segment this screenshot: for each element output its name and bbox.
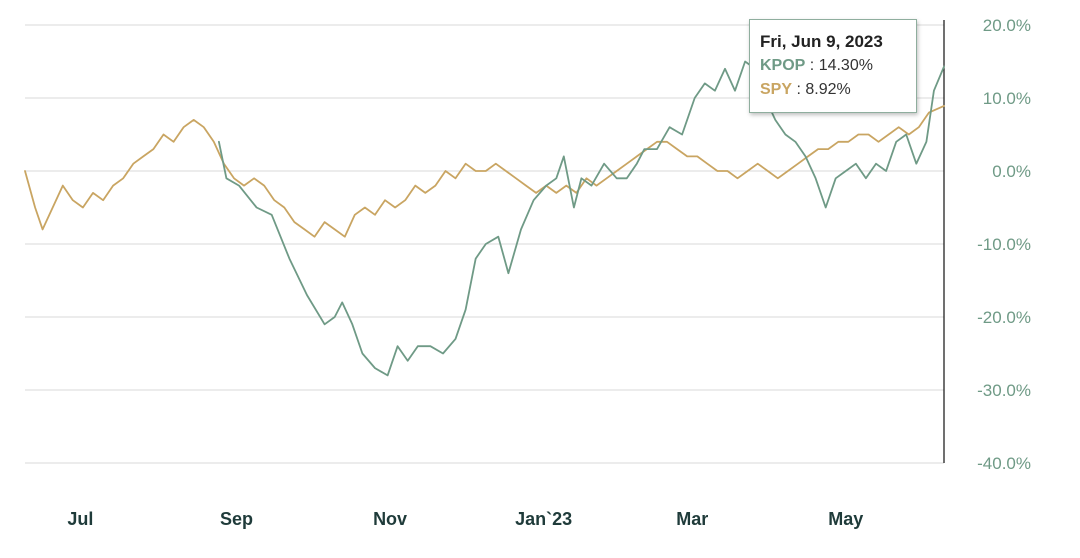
tooltip-row-kpop: KPOP : 14.30%: [760, 57, 873, 74]
y-tick-label: -30.0%: [977, 381, 1031, 400]
y-tick-label: 20.0%: [983, 16, 1031, 35]
x-tick-label: Mar: [676, 509, 708, 529]
tooltip-kpop-label: KPOP: [760, 57, 806, 74]
y-tick-label: -40.0%: [977, 454, 1031, 473]
x-tick-label: May: [828, 509, 863, 529]
tooltip-spy-label: SPY: [760, 81, 793, 98]
x-tick-label: Jan`23: [515, 509, 572, 529]
tooltip-spy-value: 8.92%: [805, 81, 851, 98]
tooltip-row-spy: SPY : 8.92%: [760, 81, 851, 98]
y-tick-label: 10.0%: [983, 89, 1031, 108]
y-tick-label: -10.0%: [977, 235, 1031, 254]
x-tick-label: Nov: [373, 509, 407, 529]
tooltip-kpop-value: 14.30%: [818, 57, 873, 74]
x-tick-label: Sep: [220, 509, 253, 529]
series-line-spy: [24, 105, 945, 238]
series-line-kpop: [217, 60, 945, 377]
x-tick-label: Jul: [67, 509, 93, 529]
tooltip-date: Fri, Jun 9, 2023: [760, 32, 883, 51]
y-tick-label: -20.0%: [977, 308, 1031, 327]
y-tick-label: 0.0%: [992, 162, 1031, 181]
chart-tooltip: Fri, Jun 9, 2023 KPOP : 14.30% SPY : 8.9…: [749, 19, 917, 113]
